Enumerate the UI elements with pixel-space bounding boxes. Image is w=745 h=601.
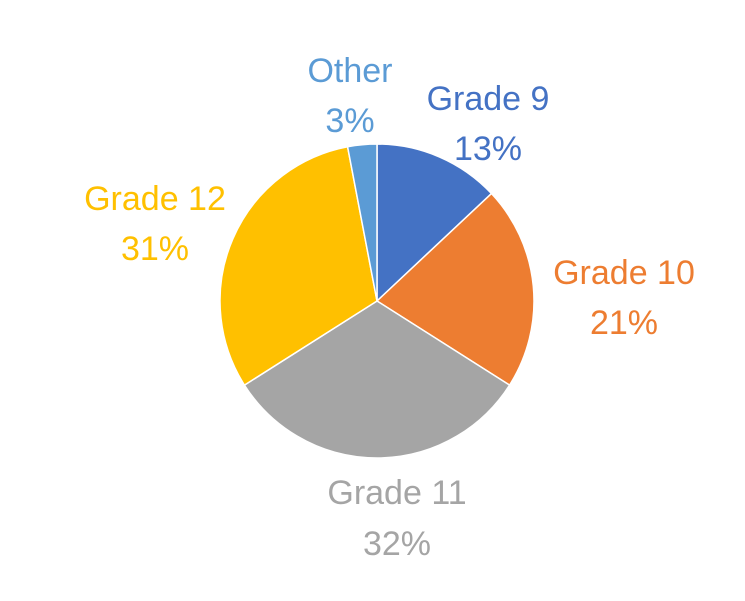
pie-slice-grade-12 [219, 145, 378, 387]
data-label-category: Grade 12 [84, 180, 226, 218]
data-label-percent: 3% [325, 102, 374, 140]
pie-slice-other [346, 143, 378, 302]
data-label-percent: 32% [363, 525, 431, 563]
pie-slice-grade-9 [376, 143, 493, 303]
data-label-percent: 13% [454, 130, 522, 168]
pie-slice-grade-10 [375, 192, 535, 387]
pie-slices [219, 143, 535, 459]
data-label-percent: 21% [590, 304, 658, 342]
pie-slice-grade-11 [243, 300, 511, 459]
data-label-percent: 31% [121, 230, 189, 268]
data-label-category: Grade 9 [427, 80, 550, 118]
data-label-category: Grade 10 [553, 254, 695, 292]
data-label-category: Other [307, 52, 392, 90]
data-label-category: Grade 11 [327, 474, 466, 512]
pie-labels: Grade 9 13% Grade 10 21% Grade 11 32% Grade 12… [84, 52, 695, 563]
